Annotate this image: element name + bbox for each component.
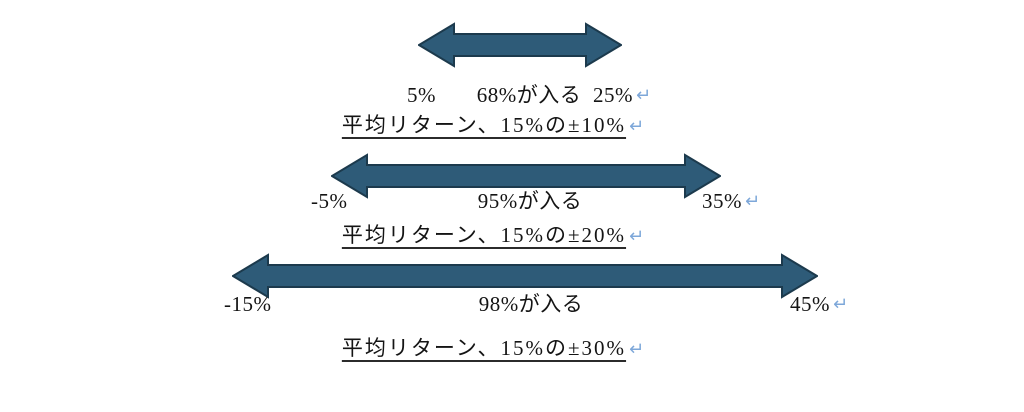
band-95-caption-text: 平均リターン、15%の±20% <box>341 223 627 247</box>
line-break-mark-icon: ↵ <box>636 85 652 106</box>
band-98-max-value: 45% <box>790 292 830 316</box>
band-95-coverage-label: 95%が入る <box>477 189 583 213</box>
double-arrow-95-band <box>331 153 721 199</box>
band-95-max-label: 35% ↵ <box>702 189 760 214</box>
line-break-mark-icon: ↵ <box>629 339 645 360</box>
band-68-caption-text: 平均リターン、15%の±10% <box>341 113 627 137</box>
band-68-min-label: 5% <box>407 83 436 107</box>
band-98-max-label: 45% ↵ <box>790 292 848 317</box>
line-break-mark-icon: ↵ <box>745 191 761 212</box>
double-arrow-68-band <box>418 22 622 68</box>
band-98-caption: 平均リターン、15%の±30% ↵ <box>342 335 644 363</box>
double-arrow-98-band <box>232 253 818 299</box>
line-break-mark-icon: ↵ <box>629 226 645 247</box>
band-95-caption: 平均リターン、15%の±20% ↵ <box>342 222 644 250</box>
double-arrow-shape <box>418 22 622 68</box>
band-68-max-value: 25% <box>593 83 633 107</box>
band-98-coverage-label: 98%が入る <box>478 292 584 316</box>
line-break-mark-icon: ↵ <box>629 116 645 137</box>
band-98-caption-text: 平均リターン、15%の±30% <box>341 336 627 360</box>
band-68-caption: 平均リターン、15%の±10% ↵ <box>342 112 644 140</box>
double-arrow-shape <box>232 253 818 299</box>
band-95-min-label: -5% <box>311 189 348 213</box>
band-68-max-label: 25% ↵ <box>593 83 651 108</box>
band-68-coverage-label: 68%が入る <box>476 83 582 107</box>
line-break-mark-icon: ↵ <box>833 294 849 315</box>
double-arrow-shape <box>331 153 721 199</box>
band-98-min-label: -15% <box>224 292 272 316</box>
band-95-max-value: 35% <box>702 189 742 213</box>
